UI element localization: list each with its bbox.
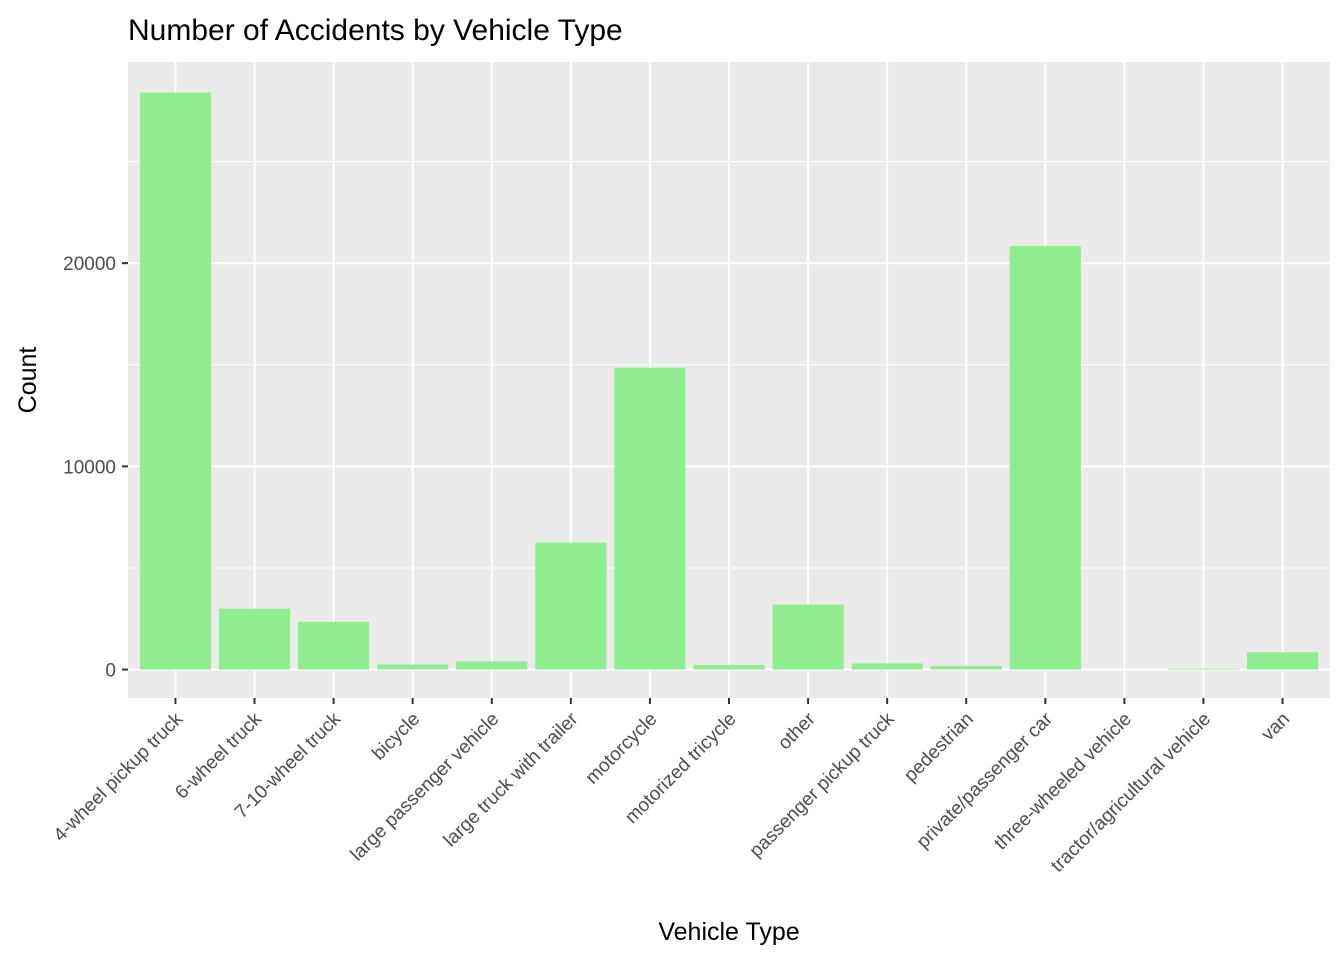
- bar: [377, 664, 449, 670]
- bar: [456, 661, 528, 670]
- x-tick-label: private/passenger car: [913, 708, 1058, 853]
- bar: [693, 664, 765, 670]
- x-tick-label: 4-wheel pickup truck: [50, 708, 188, 846]
- bars: [139, 92, 1319, 670]
- bar: [1246, 652, 1319, 670]
- y-tick-label: 0: [105, 661, 116, 682]
- x-axis-label: Vehicle Type: [658, 918, 799, 946]
- bar: [1167, 668, 1240, 670]
- y-axis-label: Count: [14, 347, 42, 414]
- bar: [614, 367, 686, 670]
- y-axis-ticks: 0 10000 20000: [63, 254, 128, 682]
- x-tick-label: passenger pickup truck: [746, 708, 899, 861]
- bar: [930, 665, 1002, 670]
- x-tick-label: three-wheeled vehicle: [990, 709, 1136, 855]
- bar: [772, 604, 844, 670]
- x-tick-label: van: [1258, 709, 1295, 746]
- bar: [535, 542, 607, 670]
- x-tick-label: tractor/agricultural vehicle: [1047, 709, 1215, 877]
- x-tick-label: bicycle: [368, 709, 424, 765]
- x-tick-label: large passenger vehicle: [347, 709, 504, 866]
- chart-title: Number of Accidents by Vehicle Type: [128, 14, 623, 47]
- bar: [851, 663, 923, 670]
- x-tick-label: pedestrian: [900, 709, 978, 787]
- y-tick-label: 10000: [63, 457, 116, 478]
- x-tick-label: large truck with trailer: [440, 708, 583, 851]
- bar: [218, 608, 291, 670]
- grid-lines: [128, 62, 1330, 698]
- bar: [139, 92, 212, 670]
- x-tick-label: other: [774, 708, 820, 754]
- x-tick-label: motorcycle: [582, 709, 662, 789]
- bar: [1009, 245, 1081, 670]
- y-tick-label: 20000: [63, 254, 116, 275]
- bar: [298, 621, 370, 670]
